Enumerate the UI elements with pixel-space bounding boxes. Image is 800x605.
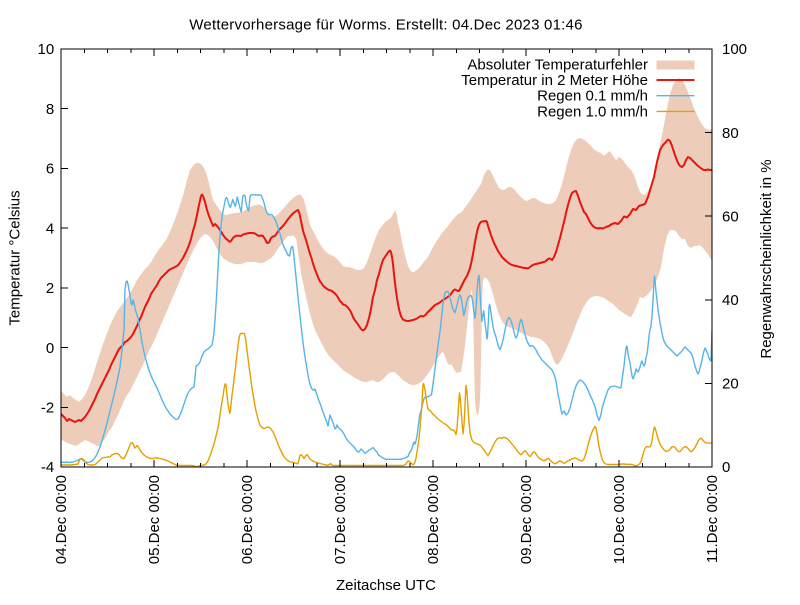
svg-text:-4: -4: [41, 459, 54, 476]
svg-text:0: 0: [46, 340, 54, 357]
svg-text:0: 0: [722, 459, 730, 476]
svg-text:05.Dec 00:00: 05.Dec 00:00: [146, 475, 163, 564]
svg-text:Temperatur °Celsius: Temperatur °Celsius: [7, 190, 24, 325]
svg-text:06.Dec 00:00: 06.Dec 00:00: [239, 475, 256, 564]
svg-text:4: 4: [46, 220, 54, 237]
svg-text:07.Dec 00:00: 07.Dec 00:00: [332, 475, 349, 564]
svg-text:Wettervorhersage für Worms. Er: Wettervorhersage für Worms. Erstellt: 04…: [189, 17, 582, 34]
svg-text:80: 80: [722, 125, 739, 142]
svg-text:Absoluter Temperaturfehler: Absoluter Temperaturfehler: [467, 56, 648, 73]
svg-text:Regen 1.0 mm/h: Regen 1.0 mm/h: [537, 103, 648, 120]
svg-text:100: 100: [722, 41, 747, 58]
svg-text:11.Dec 00:00: 11.Dec 00:00: [704, 475, 721, 563]
svg-text:08.Dec 00:00: 08.Dec 00:00: [425, 475, 442, 564]
svg-text:8: 8: [46, 101, 54, 118]
svg-text:40: 40: [722, 292, 739, 309]
svg-text:04.Dec 00:00: 04.Dec 00:00: [53, 475, 70, 564]
svg-text:20: 20: [722, 376, 739, 393]
svg-text:Zeitachse UTC: Zeitachse UTC: [336, 577, 436, 594]
svg-text:6: 6: [46, 161, 54, 178]
svg-text:10: 10: [38, 41, 55, 58]
svg-text:Regenwahrscheinlichkeit in %: Regenwahrscheinlichkeit in %: [758, 159, 775, 358]
svg-text:2: 2: [46, 280, 54, 297]
svg-text:Temperatur in 2 Meter Höhe: Temperatur in 2 Meter Höhe: [461, 72, 648, 89]
svg-text:-2: -2: [41, 399, 54, 416]
svg-text:60: 60: [722, 208, 739, 225]
svg-text:Regen 0.1 mm/h: Regen 0.1 mm/h: [537, 88, 648, 105]
svg-text:09.Dec 00:00: 09.Dec 00:00: [518, 475, 535, 564]
svg-text:10.Dec 00:00: 10.Dec 00:00: [611, 475, 628, 564]
